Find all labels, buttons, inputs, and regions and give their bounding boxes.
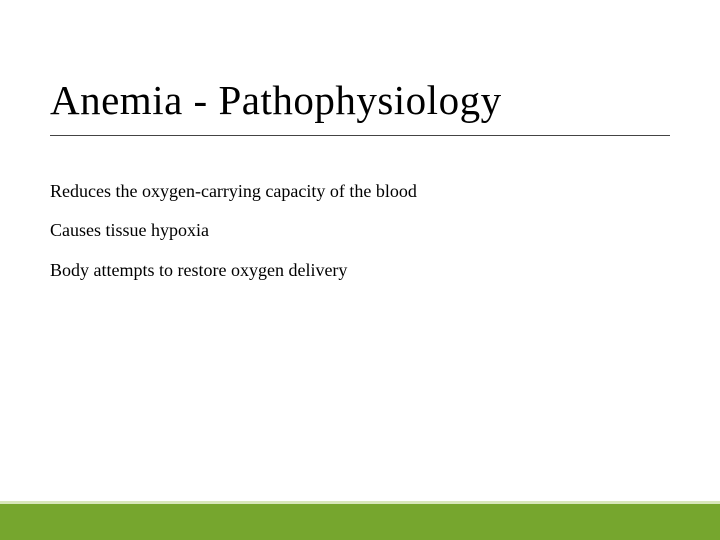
slide-title: Anemia - Pathophysiology — [50, 76, 670, 125]
footer-band-inner — [0, 504, 720, 540]
title-underline — [50, 135, 670, 136]
body-line: Causes tissue hypoxia — [50, 219, 660, 242]
title-region: Anemia - Pathophysiology — [50, 76, 670, 136]
body-region: Reduces the oxygen-carrying capacity of … — [50, 180, 660, 298]
body-line: Body attempts to restore oxygen delivery — [50, 259, 660, 282]
body-line: Reduces the oxygen-carrying capacity of … — [50, 180, 660, 203]
slide: Anemia - Pathophysiology Reduces the oxy… — [0, 0, 720, 540]
